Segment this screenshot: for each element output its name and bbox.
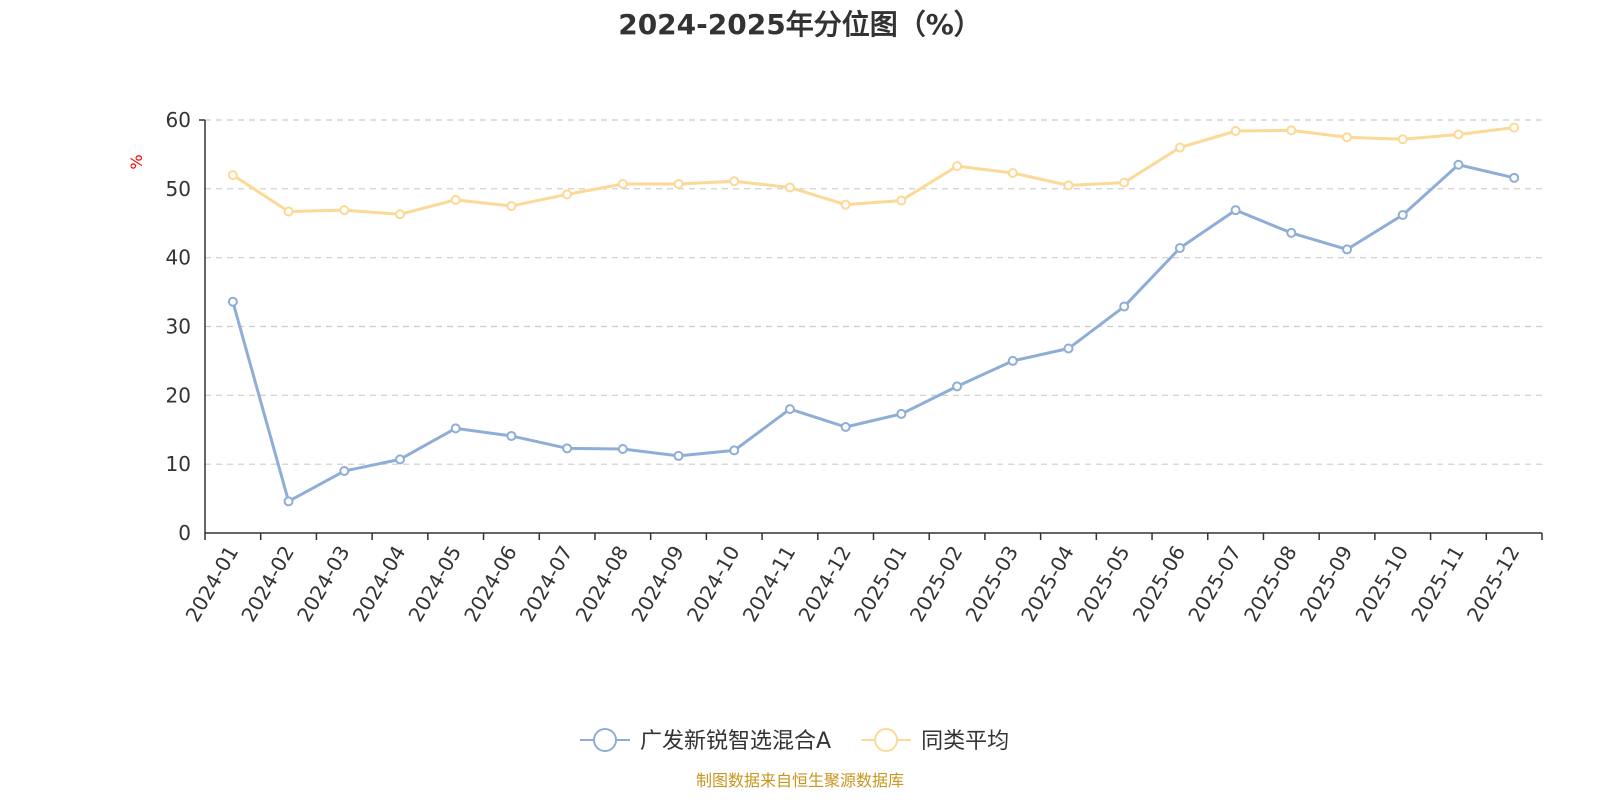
source-note: 制图数据来自恒生聚源数据库 (696, 771, 904, 790)
data-point (1174, 142, 1185, 153)
data-point (1509, 172, 1520, 183)
y-axis-unit: % (127, 154, 146, 169)
legend: 广发新锐智选混合A 同类平均 (580, 728, 1009, 754)
data-point (1119, 177, 1130, 188)
x-tick-label: 2024-10 (682, 542, 745, 626)
legend-marker (593, 728, 617, 752)
data-point (506, 430, 517, 441)
x-tick-label: 2025-12 (1462, 542, 1525, 626)
data-point (227, 296, 238, 307)
data-point (896, 195, 907, 206)
data-point (1286, 227, 1297, 238)
data-point (1397, 209, 1408, 220)
data-point (1063, 343, 1074, 354)
data-point (394, 209, 405, 220)
data-point (1509, 122, 1520, 133)
x-tick-label: 2024-08 (571, 542, 634, 626)
x-tick-label: 2024-03 (292, 542, 355, 626)
data-point (506, 201, 517, 212)
data-point (450, 423, 461, 434)
x-tick-label: 2025-08 (1239, 542, 1302, 626)
y-tick-labels: 0 10 20 30 40 50 60 (166, 108, 191, 545)
x-tick-labels: 2024-012024-022024-032024-042024-052024-… (181, 541, 1525, 625)
data-point (1063, 180, 1074, 191)
y-tick-label: 10 (166, 452, 191, 476)
data-point (896, 408, 907, 419)
data-point (729, 445, 740, 456)
data-point (283, 206, 294, 217)
x-tick-label: 2024-09 (626, 542, 689, 626)
data-point (952, 161, 963, 172)
data-point (450, 194, 461, 205)
data-point (1230, 205, 1241, 216)
x-tick-label: 2025-11 (1406, 542, 1469, 626)
x-tick-label: 2024-05 (403, 542, 466, 626)
y-tick-label: 30 (166, 315, 191, 339)
y-tick-label: 60 (166, 108, 191, 132)
data-point (1119, 301, 1130, 312)
data-point (1453, 129, 1464, 140)
legend-marker (874, 728, 899, 752)
legend-label: 广发新锐智选混合A (640, 729, 831, 754)
x-tick-label: 2024-04 (348, 542, 411, 626)
data-point (784, 182, 795, 193)
chart-title: 2024-2025年分位图（%） (618, 8, 982, 41)
data-point (227, 170, 238, 181)
grid-lines (205, 119, 1542, 465)
x-tick-label: 2025-03 (961, 541, 1024, 625)
data-point (283, 496, 294, 507)
data-point (673, 179, 684, 190)
x-tick-label: 2025-07 (1183, 542, 1246, 626)
data-point (673, 450, 684, 461)
y-tick-label: 40 (166, 246, 191, 270)
data-point (1007, 168, 1018, 179)
x-tick-label: 2024-11 (738, 542, 801, 626)
x-tick-label: 2025-01 (849, 542, 912, 626)
data-point (1286, 125, 1297, 136)
data-point (339, 466, 350, 477)
data-point (562, 189, 573, 200)
x-tick-label: 2025-06 (1128, 542, 1191, 626)
data-point (1007, 355, 1018, 366)
y-tick-label: 0 (178, 521, 191, 545)
data-point (840, 421, 851, 432)
data-point (339, 205, 350, 216)
x-tick-label: 2024-07 (515, 542, 578, 626)
data-point (617, 179, 628, 190)
data-point (840, 199, 851, 210)
data-point (1174, 243, 1185, 254)
data-point (1230, 126, 1241, 137)
x-tick-label: 2025-10 (1350, 542, 1413, 626)
data-point (1342, 244, 1353, 255)
data-point (617, 444, 628, 455)
legend-label: 同类平均 (921, 729, 1009, 754)
y-tick-label: 50 (166, 177, 191, 201)
x-tick-label: 2024-02 (236, 542, 299, 626)
data-point (1397, 134, 1408, 145)
data-point (784, 404, 795, 415)
x-tick-label: 2025-09 (1295, 542, 1358, 626)
data-point (562, 443, 573, 454)
series-layer (227, 122, 1520, 507)
series-line-0 (231, 163, 1515, 503)
data-point (729, 176, 740, 187)
data-point (952, 381, 963, 392)
x-tick-label: 2024-12 (793, 542, 856, 626)
x-tick-label: 2024-06 (459, 542, 522, 626)
data-point (394, 454, 405, 465)
data-point (1453, 159, 1464, 170)
x-tick-label: 2025-02 (905, 542, 968, 626)
series-line-1 (232, 126, 1515, 216)
x-tick-label: 2025-04 (1016, 542, 1079, 626)
axes (199, 119, 1543, 540)
x-tick-label: 2025-05 (1072, 542, 1135, 626)
data-point (1342, 132, 1353, 143)
y-tick-label: 20 (166, 383, 191, 407)
x-tick-label: 2024-01 (181, 542, 244, 626)
